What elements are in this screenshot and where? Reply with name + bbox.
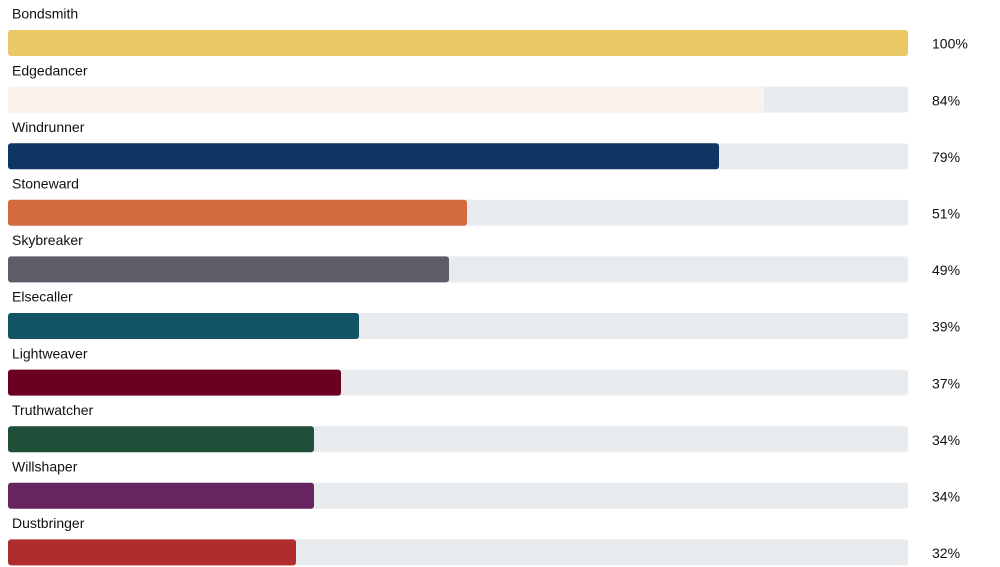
value-label: 39% — [932, 319, 960, 335]
category-label: Lightweaver — [12, 345, 88, 361]
category-label: Elsecaller — [12, 289, 73, 305]
category-label: Stoneward — [12, 176, 79, 192]
value-label: 84% — [932, 92, 960, 108]
value-label: 51% — [932, 206, 960, 222]
category-label: Edgedancer — [12, 62, 88, 78]
value-label: 37% — [932, 375, 960, 391]
value-label: 32% — [932, 545, 960, 561]
category-label: Dustbringer — [12, 515, 85, 531]
bar — [8, 482, 314, 509]
category-label: Truthwatcher — [12, 402, 94, 418]
category-label: Willshaper — [12, 459, 78, 475]
category-label: Skybreaker — [12, 232, 83, 248]
bar — [8, 426, 314, 453]
bar — [8, 313, 359, 339]
bar — [8, 86, 764, 113]
value-label: 49% — [932, 262, 960, 278]
bar — [8, 143, 719, 170]
category-label: Windrunner — [12, 119, 85, 135]
bar — [8, 369, 341, 396]
value-label: 34% — [932, 432, 960, 448]
value-label: 100% — [932, 36, 968, 52]
bar — [8, 539, 296, 566]
bar — [8, 256, 449, 283]
category-label: Bondsmith — [12, 6, 78, 22]
value-label: 79% — [932, 149, 960, 165]
bar — [8, 199, 467, 226]
bar — [8, 30, 908, 56]
value-label: 34% — [932, 489, 960, 505]
